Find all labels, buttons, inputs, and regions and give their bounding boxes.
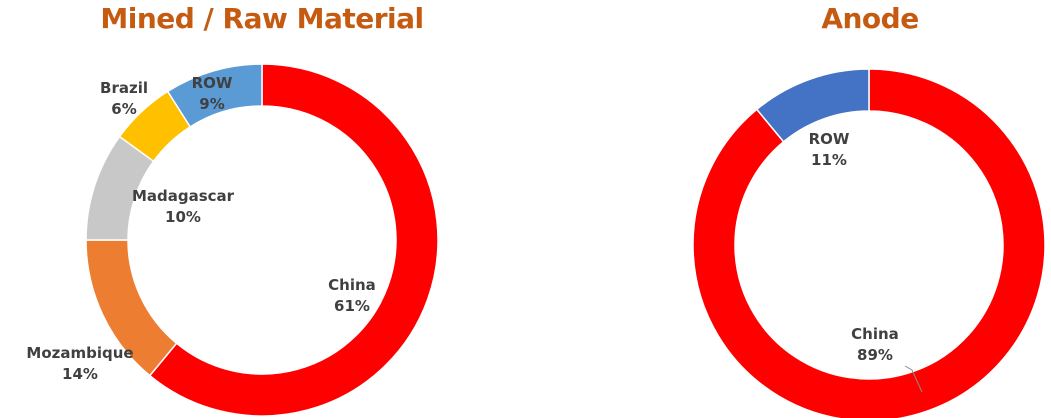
donut-chart-anode	[692, 68, 1046, 418]
label-madagascar-name: Madagascar	[132, 187, 235, 205]
slice-china	[692, 68, 1046, 418]
china-leader-line	[904, 365, 923, 393]
slice-row	[166, 63, 263, 128]
label-madagascar-value: 10%	[165, 208, 201, 226]
label-anode-china-name: China	[851, 325, 899, 343]
donut-chart-mined-raw-material	[85, 63, 439, 417]
label-mozambique-value: 14%	[62, 365, 98, 383]
label-anode-row-name: ROW	[809, 130, 850, 148]
slice-row	[755, 68, 870, 143]
label-anode-row-value: 11%	[811, 151, 847, 169]
chart-title-mined-raw-material: Mined / Raw Material	[100, 2, 424, 35]
label-row-name: ROW	[192, 74, 233, 92]
slice-china	[148, 63, 439, 417]
label-brazil-name: Brazil	[100, 79, 148, 97]
chart-title-anode: Anode	[821, 2, 919, 35]
label-row-value: 9%	[199, 95, 224, 113]
label-china-value: 61%	[334, 297, 370, 315]
label-brazil-value: 6%	[111, 100, 136, 118]
label-anode-china-value: 89%	[857, 346, 893, 364]
label-china-name: China	[328, 276, 376, 294]
label-mozambique-name: Mozambique	[26, 344, 133, 362]
